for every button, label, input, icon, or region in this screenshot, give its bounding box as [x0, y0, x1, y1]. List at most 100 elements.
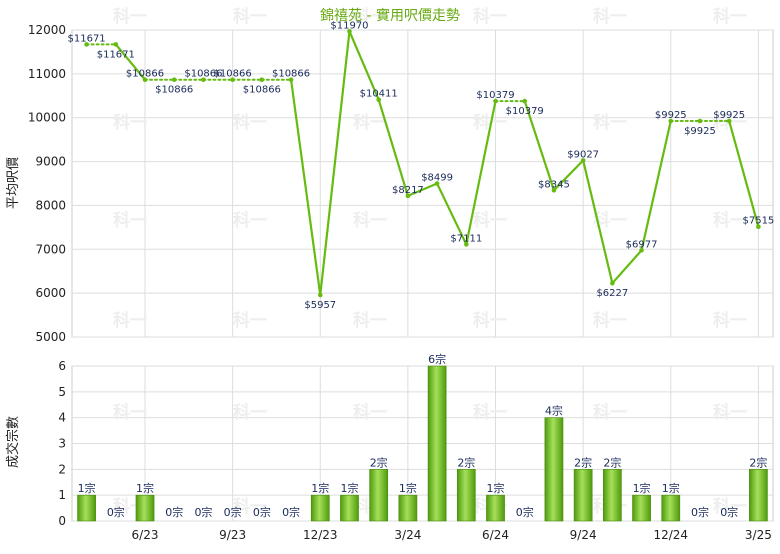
count-bar-label: 2宗 — [574, 455, 592, 469]
price-point — [171, 77, 177, 83]
watermark-text: 科一 — [353, 112, 387, 133]
price-line-segment — [611, 249, 643, 285]
x-tick-label: 3/25 — [745, 528, 772, 542]
count-bar-label: 1宗 — [662, 481, 680, 495]
count-bar — [135, 494, 155, 522]
count-bar — [632, 494, 651, 522]
x-tick-label: 3/24 — [394, 528, 421, 542]
price-point — [201, 77, 206, 83]
price-y-tick-label: 7000 — [35, 242, 66, 256]
watermark-text: 科一 — [353, 6, 387, 27]
count-bar-label: 1宗 — [633, 481, 651, 495]
watermark-text: 科一 — [353, 210, 387, 231]
price-line-segment — [552, 159, 585, 192]
price-point-label: $7111 — [450, 233, 482, 244]
count-y-tick-label: 4 — [58, 411, 66, 425]
count-bar — [544, 417, 564, 522]
count-bar-label: 0宗 — [720, 505, 738, 519]
watermark-text: 科一 — [233, 210, 267, 231]
price-line-segment — [523, 99, 556, 192]
count-bar — [573, 469, 593, 522]
price-point — [522, 98, 528, 104]
price-line-segment — [640, 119, 672, 252]
count-bar — [340, 494, 359, 522]
watermark-text: 科一 — [713, 6, 747, 27]
price-point-label: $9925 — [713, 110, 745, 121]
watermark-text: 科一 — [713, 210, 747, 231]
price-y-tick-label: 9000 — [35, 155, 66, 169]
price-point — [580, 158, 586, 163]
price-line-segment — [348, 30, 380, 101]
price-point-label: $9925 — [684, 126, 716, 137]
x-tick-label: 6/23 — [132, 528, 159, 542]
price-point — [317, 292, 323, 298]
count-y-tick-label: 0 — [58, 514, 66, 528]
count-bar-label: 2宗 — [457, 455, 475, 469]
watermark-text: 科一 — [593, 210, 627, 231]
price-point — [551, 187, 557, 193]
watermark-text: 科一 — [593, 112, 627, 133]
watermark-text: 科一 — [473, 310, 507, 331]
price-point — [726, 118, 732, 124]
count-bar-label: 1宗 — [340, 481, 358, 495]
count-bar — [427, 365, 447, 522]
price-point — [493, 98, 498, 104]
count-bar-label: 0宗 — [224, 505, 242, 519]
watermark-text: 科一 — [233, 6, 267, 27]
x-tick-label: 12/23 — [303, 528, 338, 542]
watermark-text: 科一 — [473, 6, 507, 27]
watermark-text: 科一 — [713, 496, 747, 517]
price-point — [756, 224, 761, 229]
count-bar-label: 0宗 — [282, 505, 300, 519]
watermark-text: 科一 — [113, 112, 147, 133]
watermark-text: 科一 — [473, 402, 507, 423]
count-bar — [310, 494, 330, 522]
price-point-label: $6227 — [596, 288, 628, 299]
count-bar — [602, 469, 622, 522]
watermark-text: 科一 — [113, 210, 147, 231]
price-point-label: $5957 — [304, 300, 336, 311]
watermark-text: 科一 — [713, 402, 747, 423]
price-point-label: $9027 — [567, 149, 599, 160]
watermark-text: 科一 — [233, 496, 267, 517]
price-line-segment — [319, 30, 351, 297]
x-tick-label: 9/23 — [219, 528, 246, 542]
x-tick-label: 6/24 — [482, 528, 509, 542]
price-line-segment — [114, 43, 147, 81]
count-bar-label: 0宗 — [165, 505, 183, 519]
watermark-text: 科一 — [593, 310, 627, 331]
count-bar — [456, 469, 476, 522]
price-point-label: $10866 — [214, 69, 252, 80]
count-y-tick-label: 1 — [58, 488, 66, 502]
count-bar — [398, 494, 418, 522]
count-bar-label: 6宗 — [428, 352, 446, 366]
watermark-text: 科一 — [113, 6, 147, 27]
price-point — [610, 280, 615, 286]
count-y-tick-label: 2 — [58, 462, 66, 476]
price-point-label: $10866 — [184, 69, 222, 80]
watermark-text: 科一 — [113, 402, 147, 423]
price-point-label: $10411 — [360, 89, 398, 100]
price-axis-label: 平均呎價 — [6, 157, 21, 209]
count-bar-label: 1宗 — [311, 481, 329, 495]
count-bar-label: 0宗 — [691, 505, 709, 519]
count-bar-label: 1宗 — [399, 481, 417, 495]
price-line-segment — [289, 78, 322, 297]
count-bar — [369, 469, 389, 522]
chart-title: 錦禧苑 - 實用呎價走勢 — [320, 7, 460, 24]
price-line-segment — [582, 159, 614, 285]
watermark-text: 科一 — [113, 310, 147, 331]
count-bar-label: 1宗 — [78, 481, 96, 495]
count-y-tick-label: 5 — [58, 385, 66, 399]
price-point-label: $8499 — [421, 173, 453, 184]
watermark-text: 科一 — [353, 402, 387, 423]
price-y-tick-label: 11000 — [28, 67, 66, 81]
price-line-segment — [406, 182, 439, 198]
watermark-text: 科一 — [713, 310, 747, 331]
price-point-label: $8217 — [392, 185, 424, 196]
price-point-label: $10866 — [272, 69, 310, 80]
price-point — [347, 29, 352, 34]
price-point — [259, 77, 265, 83]
